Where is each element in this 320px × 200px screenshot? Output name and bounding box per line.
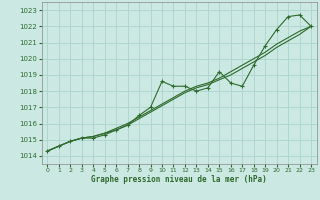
X-axis label: Graphe pression niveau de la mer (hPa): Graphe pression niveau de la mer (hPa): [91, 175, 267, 184]
